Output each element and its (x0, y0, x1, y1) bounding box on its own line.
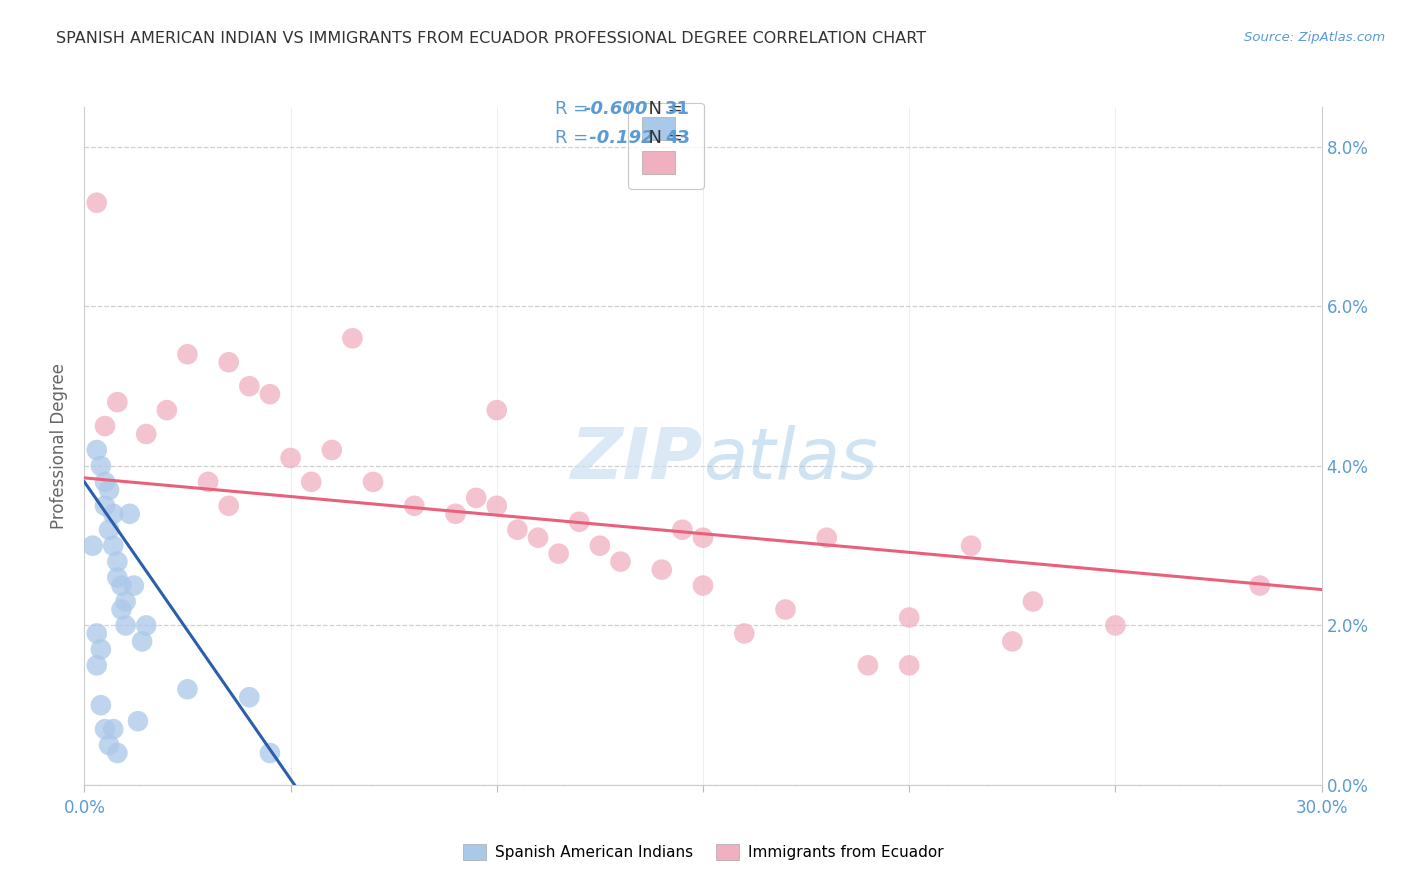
Point (960, 539, 983, 553)
Point (94, 499, 117, 513)
Point (815, 531, 838, 545)
Point (90, 698, 112, 713)
Point (568, 515, 591, 529)
Point (485, 499, 508, 513)
Text: N =: N = (637, 129, 689, 147)
Point (259, 746, 281, 760)
Point (238, 690, 260, 705)
Text: -0.600: -0.600 (583, 100, 648, 118)
Point (775, 602, 797, 616)
Point (1022, 594, 1045, 608)
Point (465, 491, 488, 505)
Point (103, 722, 125, 736)
Point (197, 475, 219, 489)
Point (218, 499, 240, 513)
Point (105, 746, 128, 760)
Text: SPANISH AMERICAN INDIAN VS IMMIGRANTS FROM ECUADOR PROFESSIONAL DEGREE CORRELATI: SPANISH AMERICAN INDIAN VS IMMIGRANTS FR… (56, 31, 927, 46)
Point (105, 555, 128, 569)
Point (127, 714, 149, 728)
Point (98, 738, 121, 752)
Point (238, 379, 260, 393)
Text: ZIP: ZIP (571, 425, 703, 494)
Point (651, 563, 673, 577)
Point (156, 403, 179, 417)
Point (103, 539, 125, 553)
Text: Source: ZipAtlas.com: Source: ZipAtlas.com (1244, 31, 1385, 45)
Point (98, 483, 121, 497)
Legend: , : , (628, 103, 704, 188)
Legend: Spanish American Indians, Immigrants from Ecuador: Spanish American Indians, Immigrants fro… (457, 838, 949, 866)
Text: 43: 43 (665, 129, 690, 147)
Point (1104, 618, 1126, 632)
Point (609, 555, 631, 569)
Point (280, 450, 302, 465)
Point (589, 539, 612, 553)
Point (105, 395, 128, 409)
Text: R =: R = (555, 100, 595, 118)
Point (176, 682, 198, 697)
Point (1249, 578, 1271, 592)
Point (444, 507, 467, 521)
Point (547, 547, 569, 561)
Point (86, 626, 108, 640)
Point (404, 499, 426, 513)
Point (299, 475, 322, 489)
Point (733, 626, 755, 640)
Point (86, 658, 108, 673)
Point (218, 355, 240, 369)
Text: atlas: atlas (703, 425, 877, 494)
Point (90, 642, 112, 657)
Point (94, 475, 117, 489)
Point (103, 507, 125, 521)
Point (135, 427, 157, 442)
Point (342, 331, 364, 345)
Text: 31: 31 (665, 100, 690, 118)
Point (527, 531, 550, 545)
Point (856, 658, 879, 673)
Point (98, 523, 121, 537)
Point (361, 475, 384, 489)
Point (122, 578, 145, 592)
Point (114, 618, 136, 632)
Point (506, 523, 529, 537)
Point (82, 539, 104, 553)
Point (692, 578, 714, 592)
Point (94, 722, 117, 736)
Point (90, 458, 112, 473)
Point (176, 347, 198, 361)
Point (105, 571, 128, 585)
Point (259, 387, 281, 401)
Point (110, 602, 132, 616)
Point (86, 195, 108, 210)
Y-axis label: Professional Degree: Professional Degree (51, 363, 69, 529)
Point (135, 618, 157, 632)
Point (898, 610, 921, 624)
Point (86, 442, 108, 457)
Point (110, 578, 132, 592)
Text: R =: R = (555, 129, 595, 147)
Point (114, 594, 136, 608)
Point (692, 531, 714, 545)
Point (898, 658, 921, 673)
Point (321, 442, 343, 457)
Point (671, 523, 693, 537)
Point (94, 419, 117, 434)
Point (118, 507, 141, 521)
Text: N =: N = (637, 100, 689, 118)
Point (485, 403, 508, 417)
Text: -0.192: -0.192 (583, 129, 654, 147)
Point (131, 634, 153, 648)
Point (1001, 634, 1024, 648)
